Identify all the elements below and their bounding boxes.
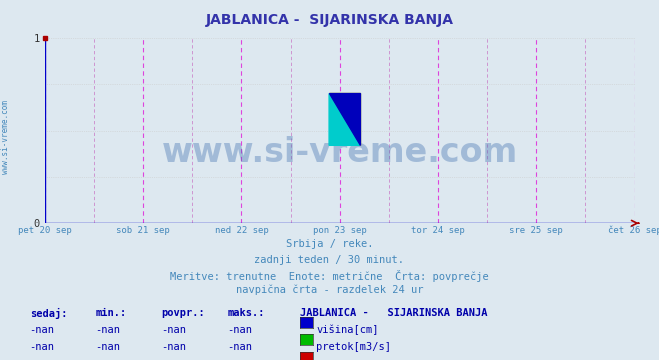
Text: Srbija / reke.: Srbija / reke. <box>286 239 373 249</box>
Text: navpična črta - razdelek 24 ur: navpična črta - razdelek 24 ur <box>236 285 423 295</box>
Text: zadnji teden / 30 minut.: zadnji teden / 30 minut. <box>254 255 405 265</box>
Text: povpr.:: povpr.: <box>161 308 205 318</box>
Text: Meritve: trenutne  Enote: metrične  Črta: povprečje: Meritve: trenutne Enote: metrične Črta: … <box>170 270 489 282</box>
Text: -nan: -nan <box>96 342 121 352</box>
Text: www.si-vreme.com: www.si-vreme.com <box>1 100 10 174</box>
Text: višina[cm]: višina[cm] <box>316 325 379 336</box>
Polygon shape <box>329 94 360 145</box>
Text: -nan: -nan <box>227 325 252 335</box>
Text: JABLANICA -  SIJARINSKA BANJA: JABLANICA - SIJARINSKA BANJA <box>206 13 453 27</box>
Text: sedaj:: sedaj: <box>30 308 67 319</box>
Polygon shape <box>329 94 360 145</box>
Text: pretok[m3/s]: pretok[m3/s] <box>316 342 391 352</box>
Polygon shape <box>329 94 360 145</box>
Text: -nan: -nan <box>161 325 186 335</box>
Text: -nan: -nan <box>30 342 55 352</box>
Text: min.:: min.: <box>96 308 127 318</box>
Text: -nan: -nan <box>227 342 252 352</box>
Text: -nan: -nan <box>161 342 186 352</box>
Text: www.si-vreme.com: www.si-vreme.com <box>161 136 518 169</box>
Text: -nan: -nan <box>96 325 121 335</box>
Text: JABLANICA -   SIJARINSKA BANJA: JABLANICA - SIJARINSKA BANJA <box>300 308 488 318</box>
Text: maks.:: maks.: <box>227 308 265 318</box>
Text: -nan: -nan <box>30 325 55 335</box>
